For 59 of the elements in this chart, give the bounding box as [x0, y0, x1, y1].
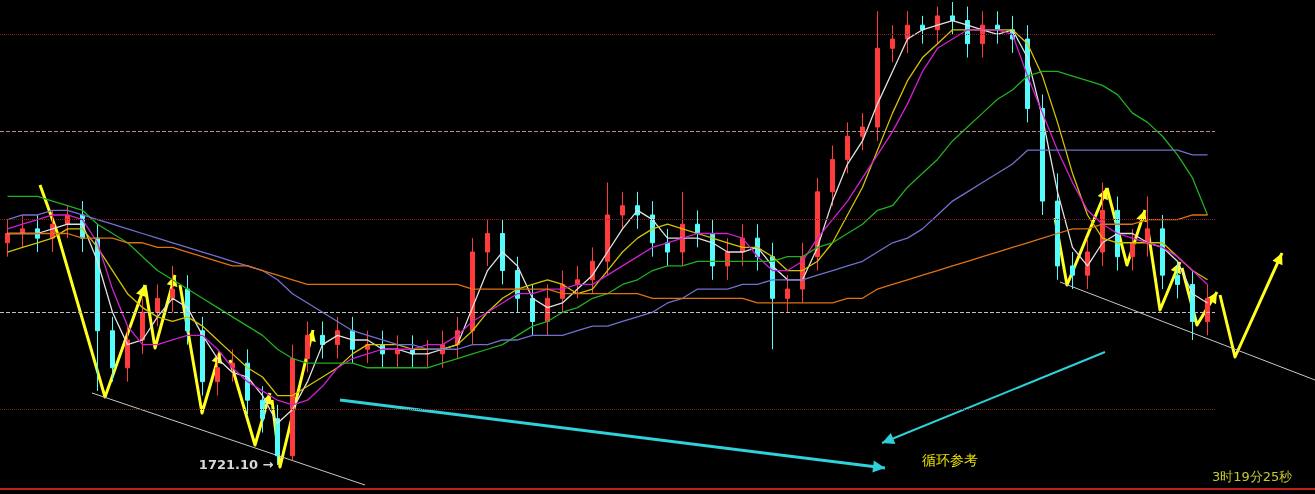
candlestick — [200, 316, 205, 397]
candlestick — [905, 10, 910, 54]
candlestick — [605, 182, 610, 276]
candlestick — [260, 385, 265, 434]
candlestick — [1190, 270, 1195, 341]
candlestick — [380, 330, 385, 369]
candlestick — [335, 316, 340, 360]
candlestick — [830, 145, 835, 207]
candlestick — [515, 256, 520, 313]
candlestick — [140, 297, 145, 355]
annotation: 循环参考 — [922, 452, 978, 470]
candlestick — [875, 10, 880, 142]
candlestick — [65, 205, 70, 239]
candlestick — [1130, 228, 1135, 272]
candlestick — [440, 330, 445, 369]
candlestick — [365, 330, 370, 364]
candlestick — [425, 339, 430, 369]
candlestick — [860, 112, 865, 151]
candlestick — [110, 316, 115, 383]
candlestick — [935, 6, 940, 45]
candlestick — [785, 274, 790, 313]
candlestick — [1145, 195, 1150, 258]
candlestick — [395, 334, 400, 369]
candlestick — [20, 214, 25, 248]
candlestick — [290, 344, 295, 461]
candlestick — [620, 191, 625, 230]
candlestick — [125, 325, 130, 383]
candlestick — [890, 24, 895, 63]
candlestick — [1205, 283, 1210, 336]
annotation: 1721.10 → — [198, 457, 274, 472]
candlestick — [530, 283, 535, 336]
candlestick — [320, 320, 325, 360]
candlestick — [950, 1, 955, 35]
candlestick — [635, 191, 640, 230]
candlestick — [1085, 237, 1090, 290]
candlestick — [155, 283, 160, 327]
candlestick — [680, 191, 685, 267]
candlestick — [5, 219, 10, 258]
candlestick — [995, 10, 1000, 45]
text: 3时19分25秒 — [1212, 468, 1293, 486]
candlestick — [725, 237, 730, 281]
candlestick — [590, 246, 595, 295]
candlestick — [980, 10, 985, 59]
candlestick — [665, 228, 670, 267]
candlestick — [1055, 172, 1060, 281]
candlestick — [305, 320, 310, 373]
candlestick — [1115, 195, 1120, 272]
candlestick — [230, 348, 235, 383]
candlestick — [845, 121, 850, 174]
candlestick — [1070, 251, 1075, 290]
candlestick — [695, 209, 700, 248]
candlestick — [650, 200, 655, 258]
candlestick — [575, 265, 580, 299]
candlestick — [1160, 214, 1165, 290]
candlestick — [500, 219, 505, 285]
candlestick — [95, 223, 100, 392]
candlestick — [275, 404, 280, 466]
candlestick — [485, 219, 490, 267]
candlestick — [920, 15, 925, 45]
